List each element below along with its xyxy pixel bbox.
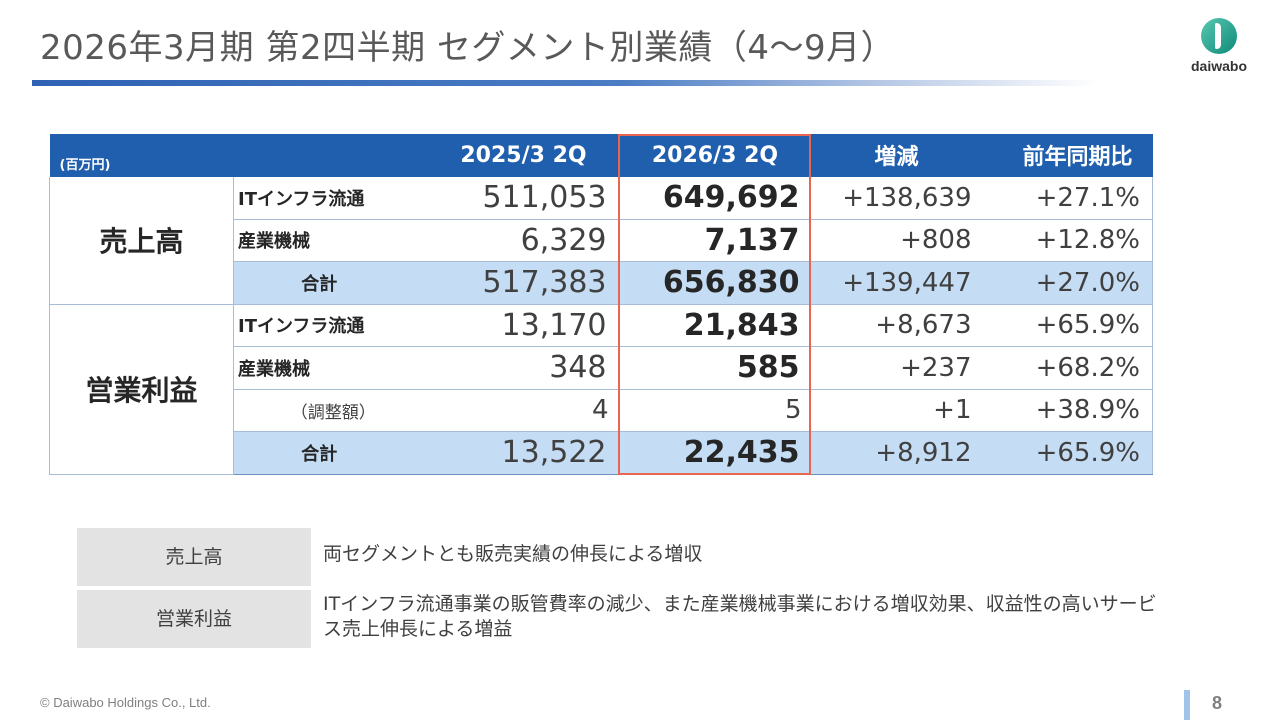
row-label: 産業機械 xyxy=(233,346,429,390)
ratio-value: +27.1% xyxy=(981,176,1153,220)
header-yoy-ratio: 前年同期比 xyxy=(981,134,1153,177)
page-title: 2026年3月期 第2四半期 セグメント別業績（4～9月） xyxy=(40,28,896,68)
ratio-value: +65.9% xyxy=(981,431,1153,475)
header-change: 増減 xyxy=(811,134,982,177)
prev-value: 4 xyxy=(428,389,619,432)
row-label: 合計 xyxy=(233,431,429,475)
diff-value: +8,912 xyxy=(811,431,982,475)
note-label: 売上高 xyxy=(77,528,311,586)
segment-results-table: (百万円) 2025/3 2Q 2026/3 2Q 増減 前年同期比 売上高 I… xyxy=(49,134,1153,475)
row-label: ITインフラ流通 xyxy=(233,176,429,220)
table-row: 産業機械 6,329 7,137 +808 +12.8% xyxy=(50,219,1153,262)
logo-mark-icon xyxy=(1201,18,1237,54)
curr-value: 5 xyxy=(618,389,812,432)
prev-value: 6,329 xyxy=(428,219,619,262)
logo-text: daiwabo xyxy=(1190,58,1247,74)
ratio-value: +68.2% xyxy=(981,346,1153,390)
diff-value: +8,673 xyxy=(811,304,982,347)
prev-value: 511,053 xyxy=(428,176,619,220)
curr-value: 649,692 xyxy=(618,176,812,220)
row-label: ITインフラ流通 xyxy=(233,304,429,347)
row-label: 合計 xyxy=(233,261,429,305)
table-header-row: (百万円) 2025/3 2Q 2026/3 2Q 増減 前年同期比 xyxy=(49,134,1153,177)
prev-value: 13,522 xyxy=(428,431,619,475)
note-text: ITインフラ流通事業の販管費率の減少、また産業機械事業における増収効果、収益性の… xyxy=(323,593,1157,640)
note-sales: 売上高 両セグメントとも販売実績の伸長による増収 xyxy=(77,528,1167,586)
unit-label: (百万円) xyxy=(49,134,234,177)
prev-value: 517,383 xyxy=(428,261,619,305)
diff-value: +138,639 xyxy=(811,176,982,220)
table-row-total: 合計 13,522 22,435 +8,912 +65.9% xyxy=(50,431,1153,475)
curr-value: 7,137 xyxy=(618,219,812,262)
page-number: 8 xyxy=(1212,693,1223,713)
diff-value: +1 xyxy=(811,389,982,432)
header-blank xyxy=(233,134,429,177)
note-text: 両セグメントとも販売実績の伸長による増収 xyxy=(323,543,703,565)
header-prev-period: 2025/3 2Q xyxy=(428,134,619,177)
company-logo: daiwabo xyxy=(1186,18,1252,80)
table-row: 産業機械 348 585 +237 +68.2% xyxy=(50,346,1153,390)
ratio-value: +65.9% xyxy=(981,304,1153,347)
ratio-value: +12.8% xyxy=(981,219,1153,262)
group-label-sales: 売上高 xyxy=(49,176,234,305)
title-underline xyxy=(32,80,1098,86)
prev-value: 13,170 xyxy=(428,304,619,347)
header-current-period: 2026/3 2Q xyxy=(618,134,812,177)
table-row-total: 合計 517,383 656,830 +139,447 +27.0% xyxy=(50,261,1153,305)
row-label: （調整額） xyxy=(233,389,429,432)
ratio-value: +27.0% xyxy=(981,261,1153,305)
curr-value: 656,830 xyxy=(618,261,812,305)
table-row: （調整額） 4 5 +1 +38.9% xyxy=(50,389,1153,432)
table-row: 営業利益 ITインフラ流通 13,170 21,843 +8,673 +65.9… xyxy=(49,304,1153,475)
diff-value: +139,447 xyxy=(811,261,982,305)
copyright: © Daiwabo Holdings Co., Ltd. xyxy=(40,695,211,710)
prev-value: 348 xyxy=(428,346,619,390)
table-row: 売上高 ITインフラ流通 511,053 649,692 +138,639 +2… xyxy=(49,176,1153,305)
diff-value: +808 xyxy=(811,219,982,262)
note-operating-income: 営業利益 ITインフラ流通事業の販管費率の減少、また産業機械事業における増収効果… xyxy=(77,590,1167,648)
curr-value: 22,435 xyxy=(618,431,812,475)
note-label: 営業利益 xyxy=(77,590,311,648)
curr-value: 585 xyxy=(618,346,812,390)
ratio-value: +38.9% xyxy=(981,389,1153,432)
footer-accent-bar xyxy=(1184,690,1190,720)
curr-value: 21,843 xyxy=(618,304,812,347)
group-label-operating-income: 営業利益 xyxy=(49,304,234,475)
row-label: 産業機械 xyxy=(233,219,429,262)
diff-value: +237 xyxy=(811,346,982,390)
